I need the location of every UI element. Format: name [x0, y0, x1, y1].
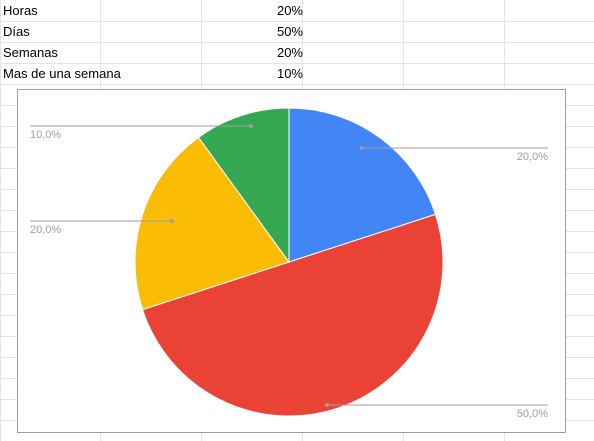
slice-leader-dot [169, 219, 174, 223]
cell-value[interactable]: 20% [276, 3, 303, 18]
table-row[interactable]: Semanas 20% [0, 42, 303, 63]
table-row[interactable]: Mas de una semana 10% [0, 63, 303, 84]
slice-leader-dot [248, 124, 253, 128]
table-row[interactable]: Horas 20% [0, 0, 303, 21]
slice-leader-dot [325, 403, 330, 407]
cell-label[interactable]: Semanas [3, 45, 58, 60]
slice-leader-dot [359, 146, 364, 150]
pie-slice-horas[interactable] [288, 107, 437, 263]
cell-value[interactable]: 20% [276, 45, 303, 60]
cell-label[interactable]: Mas de una semana [3, 66, 121, 81]
pie-chart[interactable]: 20,0% 50,0% 20,0% 10,0% [17, 89, 566, 433]
cell-value[interactable]: 50% [276, 24, 303, 39]
cell-label[interactable]: Horas [3, 3, 38, 18]
slice-percent-label: 50,0% [517, 408, 548, 420]
slice-percent-label: 10,0% [30, 129, 61, 141]
slice-percent-label: 20,0% [30, 224, 61, 236]
pie-slice-mas-de-una-semana[interactable] [197, 107, 290, 264]
cell-value[interactable]: 10% [276, 66, 303, 81]
pie-slice-semanas[interactable] [134, 136, 290, 311]
pie-slice-días[interactable] [141, 213, 444, 417]
pie-chart-svg: 20,0% 50,0% 20,0% 10,0% [30, 107, 548, 420]
cell-label[interactable]: Días [3, 24, 30, 39]
table-row[interactable]: Días 50% [0, 21, 303, 42]
slice-percent-label: 20,0% [517, 151, 548, 163]
